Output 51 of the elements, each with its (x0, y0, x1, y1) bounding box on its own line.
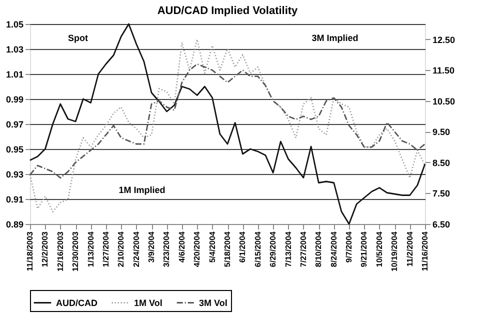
x-tick-label: 12/16/2003 (56, 230, 65, 272)
x-tick-label: 4/20/2004 (192, 230, 202, 268)
y2-tick-label: 8.50 (432, 158, 450, 168)
legend-label: 3M Vol (199, 298, 228, 308)
annotation: Spot (68, 33, 88, 43)
y-tick-label: 1.05 (6, 20, 24, 30)
x-tick-label: 12/2/2003 (40, 230, 50, 268)
y2-tick-label: 7.50 (432, 188, 450, 199)
x-tick-label: 3/23/2004 (162, 230, 172, 268)
annotation: 3M Implied (312, 33, 358, 43)
y-tick-label: 1.01 (6, 70, 24, 80)
x-tick-label: 10/5/2004 (374, 230, 384, 268)
y2-tick-label: 12.50 (432, 34, 456, 45)
x-tick-label: 10/19/2004 (390, 230, 400, 272)
x-tick-label: 12/30/2003 (71, 230, 80, 272)
x-tick-label: 1/13/2004 (86, 230, 96, 268)
x-tick-label: 5/18/2004 (223, 230, 232, 268)
annotation: 1M Implied (118, 185, 166, 195)
y2-tick-label: 11.50 (432, 66, 455, 76)
y-tick-label: 0.91 (6, 194, 24, 204)
y-tick-label: 0.97 (6, 120, 24, 130)
y2-tick-label: 6.50 (432, 220, 450, 230)
y-tick-label: 0.93 (6, 170, 24, 180)
x-tick-label: 9/21/2004 (360, 230, 369, 268)
y-tick-label: 0.89 (6, 220, 24, 230)
y2-tick-label: 9.50 (432, 127, 450, 138)
x-tick-label: 8/10/2004 (314, 230, 324, 268)
x-tick-label: 2/24/2004 (132, 230, 141, 268)
x-tick-label: 6/29/2004 (268, 230, 278, 268)
x-tick-label: 3/9/2004 (147, 230, 156, 263)
x-tick-label: 8/24/2004 (329, 230, 338, 268)
x-tick-label: 4/6/2004 (177, 230, 186, 263)
x-tick-label: 11/2/2004 (405, 230, 414, 267)
x-tick-label: 7/13/2004 (284, 230, 293, 268)
x-tick-label: 7/27/2004 (298, 230, 308, 268)
line-series (29, 63, 426, 179)
x-tick-label: 6/15/2004 (253, 230, 262, 268)
y-tick-label: 1.03 (6, 44, 24, 54)
x-tick-label: 1/27/2004 (101, 230, 110, 268)
y-tick-label: 0.95 (6, 144, 24, 154)
y-tick-label: 0.99 (6, 94, 24, 104)
x-tick-label: 9/7/2004 (344, 230, 354, 263)
legend-label: AUD/CAD (56, 298, 98, 308)
x-tick-label: 11/18/2003 (26, 230, 34, 272)
x-tick-label: 5/4/2004 (208, 230, 217, 263)
y2-tick-label: 10.50 (432, 96, 456, 106)
x-tick-label: 11/16/2004 (420, 230, 430, 272)
chart-title: AUD/CAD Implied Volatility (157, 5, 299, 17)
x-tick-label: 6/1/2004 (238, 230, 248, 263)
x-tick-label: 2/10/2004 (116, 230, 126, 268)
legend-label: 1M Vol (134, 298, 162, 308)
